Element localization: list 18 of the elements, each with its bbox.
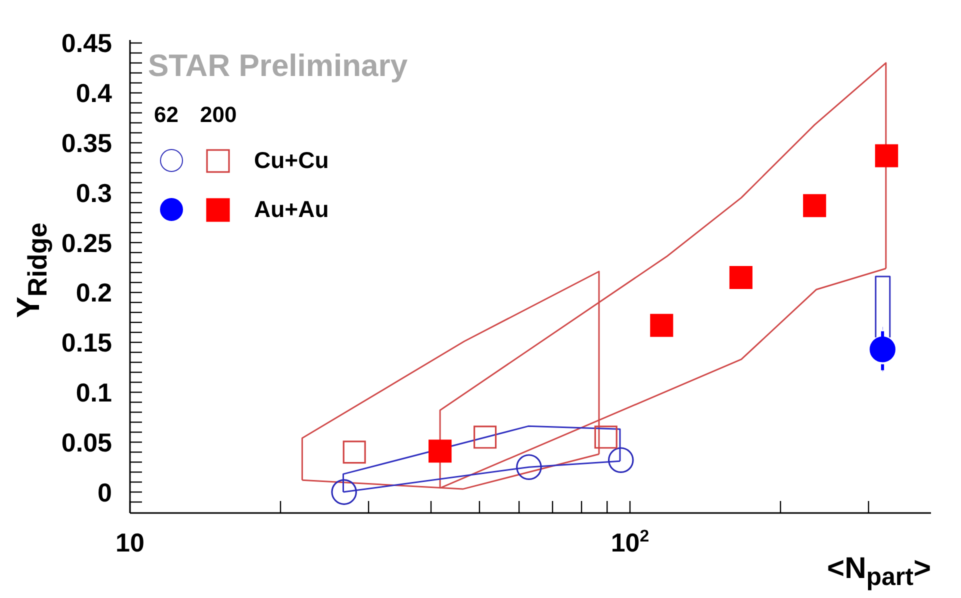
- x-tick-label: 10$^{2}$: [610, 526, 650, 558]
- y-tick-label: 0.25: [61, 228, 112, 258]
- legend-label: Cu+Cu: [254, 147, 329, 174]
- y-tick-label: 0: [98, 477, 112, 508]
- y-tick-label: 0.2: [76, 278, 112, 308]
- y-tick-label: 0.4: [76, 78, 113, 108]
- legend-label: Au+Au: [254, 196, 329, 223]
- annotation: 62: [154, 102, 178, 128]
- y-tick-label: 0.45: [61, 28, 112, 58]
- y-tick-label: 0.05: [61, 427, 112, 458]
- y-tick-label: 0.1: [76, 377, 112, 408]
- y-tick-label: 0.35: [61, 128, 112, 158]
- x-tick-label: 10: [116, 527, 144, 558]
- annotation: 200: [200, 102, 237, 128]
- x-axis-title: <N$_{part}$>: [827, 552, 931, 592]
- annotation: STAR Preliminary: [148, 48, 408, 84]
- y-tick-label: 0.3: [76, 178, 112, 208]
- y-tick-label: 0.15: [61, 328, 112, 358]
